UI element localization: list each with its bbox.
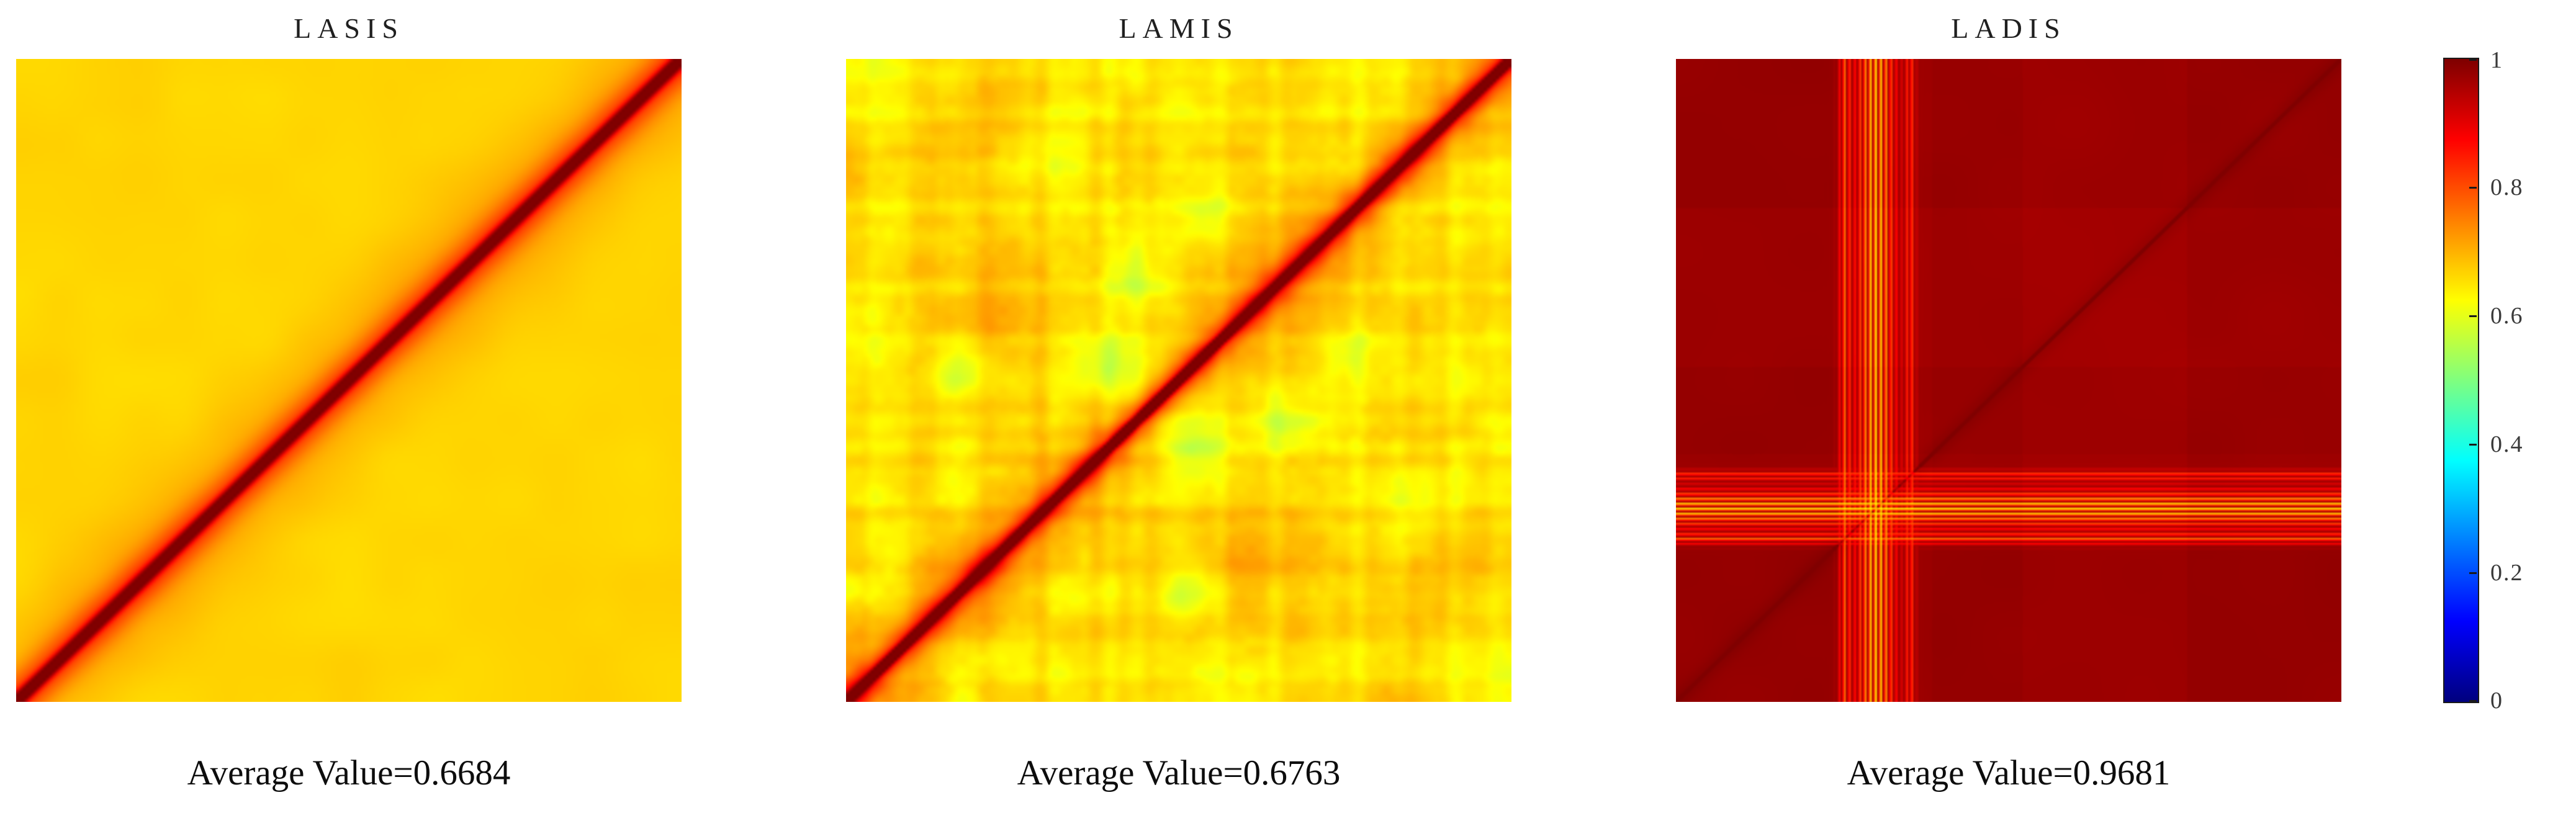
colorbar-tick (2469, 444, 2477, 446)
colorbar-label-0-4: 0.4 (2490, 431, 2524, 457)
colorbar-tick (2469, 572, 2477, 574)
colorbar-tick (2469, 700, 2477, 702)
colorbar-tick (2469, 315, 2477, 317)
colorbar-label-0-8: 0.8 (2490, 174, 2524, 200)
colorbar-label-0: 0 (2490, 688, 2503, 714)
colorbar-label-0-6: 0.6 (2490, 303, 2524, 329)
colorbar-gradient (2444, 59, 2478, 702)
heatmap-ladis (1676, 59, 2341, 702)
colorbar (2443, 58, 2479, 703)
caption-ladis: Average Value=0.9681 (1847, 753, 2171, 792)
colorbar-tick (2469, 187, 2477, 189)
colorbar-label-1: 1 (2490, 47, 2503, 73)
heatmap-lamis (846, 59, 1511, 702)
colorbar-label-0-2: 0.2 (2490, 560, 2524, 586)
panel-title-lasis: LASIS (294, 12, 404, 44)
panel-title-ladis: LADIS (1951, 12, 2066, 44)
caption-lamis: Average Value=0.6763 (1017, 753, 1341, 792)
caption-lasis: Average Value=0.6684 (187, 753, 511, 792)
panel-title-lamis: LAMIS (1119, 12, 1239, 44)
colorbar-tick (2469, 59, 2477, 61)
heatmap-lasis (16, 59, 682, 702)
